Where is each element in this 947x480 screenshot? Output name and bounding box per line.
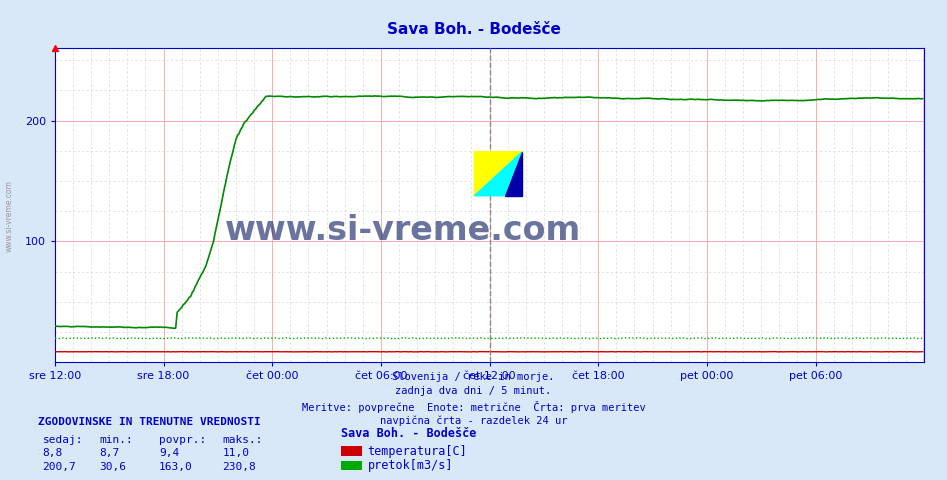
Text: www.si-vreme.com: www.si-vreme.com xyxy=(5,180,14,252)
Text: temperatura[C]: temperatura[C] xyxy=(367,444,467,458)
Text: ZGODOVINSKE IN TRENUTNE VREDNOSTI: ZGODOVINSKE IN TRENUTNE VREDNOSTI xyxy=(38,417,260,427)
Text: pretok[m3/s]: pretok[m3/s] xyxy=(367,459,453,472)
Polygon shape xyxy=(474,152,522,196)
Text: 11,0: 11,0 xyxy=(223,448,250,458)
Text: Slovenija / reke in morje.: Slovenija / reke in morje. xyxy=(392,372,555,382)
Text: min.:: min.: xyxy=(99,435,134,445)
Text: navpična črta - razdelek 24 ur: navpična črta - razdelek 24 ur xyxy=(380,415,567,426)
Text: 8,7: 8,7 xyxy=(99,448,119,458)
Text: www.si-vreme.com: www.si-vreme.com xyxy=(224,214,581,247)
Text: 9,4: 9,4 xyxy=(159,448,179,458)
Text: maks.:: maks.: xyxy=(223,435,263,445)
Text: 200,7: 200,7 xyxy=(43,462,77,472)
Text: sedaj:: sedaj: xyxy=(43,435,83,445)
Text: 163,0: 163,0 xyxy=(159,462,193,472)
Text: 30,6: 30,6 xyxy=(99,462,127,472)
Text: 8,8: 8,8 xyxy=(43,448,63,458)
Text: zadnja dva dni / 5 minut.: zadnja dva dni / 5 minut. xyxy=(396,386,551,396)
Text: Sava Boh. - Bodešče: Sava Boh. - Bodešče xyxy=(341,427,476,440)
Text: Meritve: povprečne  Enote: metrične  Črta: prva meritev: Meritve: povprečne Enote: metrične Črta:… xyxy=(302,401,645,413)
Text: 230,8: 230,8 xyxy=(223,462,257,472)
Text: Sava Boh. - Bodešče: Sava Boh. - Bodešče xyxy=(386,22,561,36)
Polygon shape xyxy=(474,152,522,196)
Text: povpr.:: povpr.: xyxy=(159,435,206,445)
Polygon shape xyxy=(506,152,522,196)
